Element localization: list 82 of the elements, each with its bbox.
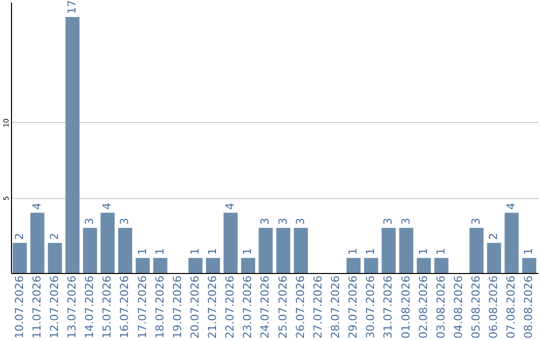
data-label: 1: [188, 248, 202, 255]
x-tick-label: 08.08.2026: [522, 276, 536, 338]
data-label: 1: [136, 248, 149, 255]
x-tick-label: 25.07.2026: [276, 276, 290, 338]
bar: [522, 258, 536, 273]
x-tick-label: 02.08.2026: [416, 276, 430, 338]
x-tick-label: 22.07.2026: [224, 276, 237, 338]
bar: [153, 258, 168, 273]
data-label: 3: [276, 218, 290, 225]
data-label: 3: [382, 218, 395, 225]
data-label: 1: [434, 248, 448, 255]
data-label: 2: [12, 232, 26, 240]
data-label: 4: [30, 202, 44, 210]
data-label: 3: [294, 218, 307, 225]
bar: [206, 258, 220, 273]
bar: [346, 258, 361, 273]
x-tick-label: 07.08.2026: [504, 276, 518, 338]
bar: [188, 258, 202, 273]
data-label: 3: [118, 218, 132, 225]
data-label: 1: [364, 248, 378, 255]
x-tick-label: 12.07.2026: [48, 276, 61, 338]
bar: [276, 228, 290, 273]
data-label: 1: [522, 248, 536, 255]
x-tick-label: 18.07.2026: [153, 276, 166, 338]
x-tick-label: 03.08.2026: [434, 276, 448, 338]
bar: [48, 242, 62, 273]
data-label: 2: [48, 232, 61, 240]
x-tick-label: 24.07.2026: [258, 276, 272, 338]
data-label: 3: [258, 218, 272, 225]
bar: [65, 17, 80, 273]
data-label: 3: [83, 218, 96, 225]
bar: [100, 212, 115, 273]
x-tick-label: 17.07.2026: [136, 276, 149, 338]
data-label: 4: [504, 202, 518, 210]
data-label: 1: [241, 248, 254, 255]
x-tick-label: 26.07.2026: [294, 276, 307, 338]
x-tick-label: 21.07.2026: [206, 276, 220, 338]
data-label: 1: [206, 248, 220, 255]
x-tick-label: 19.07.2026: [170, 276, 184, 338]
data-label: 1: [416, 248, 430, 255]
data-label: 2: [487, 232, 500, 240]
data-label: 1: [346, 248, 360, 255]
x-tick-label: 10.07.2026: [12, 276, 26, 338]
bar: [504, 212, 519, 273]
x-tick-label: 29.07.2026: [346, 276, 360, 338]
bar: [136, 258, 150, 273]
x-tick-label: 30.07.2026: [364, 276, 378, 338]
bar: [416, 258, 431, 273]
bar: [294, 228, 308, 273]
data-label: 1: [153, 248, 166, 255]
bar: [118, 228, 132, 273]
bar: [12, 242, 27, 273]
x-tick-label: 16.07.2026: [118, 276, 132, 338]
x-tick-label: 01.08.2026: [399, 276, 412, 338]
x-tick-label: 31.07.2026: [382, 276, 395, 338]
bar: [241, 258, 256, 273]
bar: [224, 212, 238, 273]
x-tick-label: 20.07.2026: [188, 276, 202, 338]
bar: [258, 228, 273, 273]
data-label: 4: [100, 202, 114, 210]
x-tick-label: 11.07.2026: [30, 276, 44, 338]
x-tick-label: 15.07.2026: [100, 276, 114, 338]
x-tick-label: 27.07.2026: [311, 276, 324, 338]
x-tick-label: 14.07.2026: [83, 276, 96, 338]
bar: [469, 228, 484, 273]
bar: [399, 228, 414, 273]
data-label: 3: [470, 218, 483, 225]
bar: [83, 228, 98, 273]
bar: [382, 228, 396, 273]
bar: [364, 258, 378, 273]
data-label: 17: [65, 0, 78, 14]
bar: [30, 212, 44, 273]
x-tick-label: 06.08.2026: [487, 276, 500, 338]
x-tick-label: 28.07.2026: [328, 276, 342, 338]
bar: [434, 258, 448, 273]
x-tick-label: 13.07.2026: [65, 276, 78, 338]
x-tick-label: 05.08.2026: [470, 276, 483, 338]
data-label: 3: [399, 218, 412, 225]
x-tick-label: 04.08.2026: [452, 276, 465, 338]
bar: [487, 242, 502, 273]
x-tick-label: 23.07.2026: [241, 276, 254, 338]
data-label: 4: [224, 202, 237, 210]
